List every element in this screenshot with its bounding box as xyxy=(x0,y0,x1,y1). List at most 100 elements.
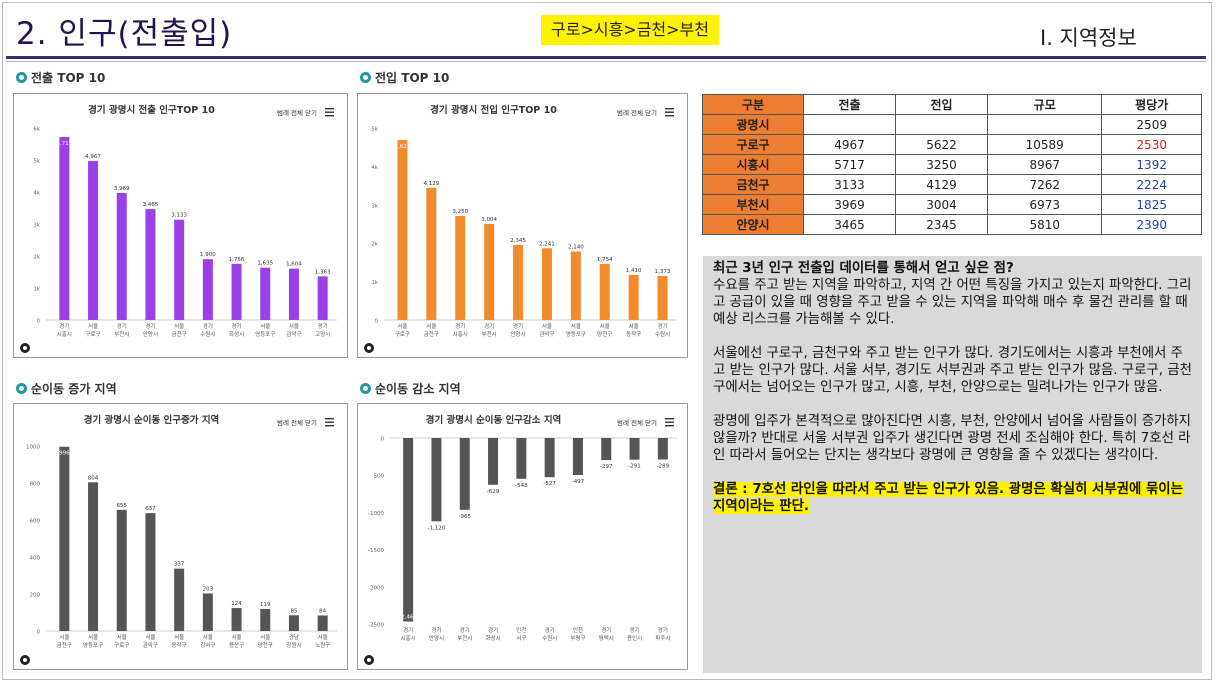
data-label: -1,120 xyxy=(428,525,446,531)
x-tick-label: 경기 xyxy=(117,322,127,330)
table-cell-out xyxy=(802,114,897,135)
chart-title: 경기 광명시 순이동 인구감소 지역 xyxy=(426,414,562,426)
section-label-inflow: 전입 TOP 10 xyxy=(360,69,449,86)
table-row: 구로구 4967 5622 10589 2530 xyxy=(702,134,1202,155)
y-tick-label: 2k xyxy=(33,255,40,261)
y-tick-label: 4k xyxy=(33,191,40,197)
y-tick-label: 800 xyxy=(30,482,41,488)
table-cell-in: 4129 xyxy=(895,174,989,195)
data-label: -629 xyxy=(487,489,500,495)
x-tick-label: 경기 xyxy=(455,322,465,330)
legend-toggle-button[interactable]: 범례 전체 닫기 xyxy=(277,108,317,117)
legend-toggle-button[interactable]: 범례 전체 닫기 xyxy=(277,418,317,427)
data-label: -2,467 xyxy=(399,615,417,621)
bar xyxy=(116,192,127,320)
y-tick-label: 200 xyxy=(30,593,41,599)
data-label: 85 xyxy=(290,608,297,614)
data-label: 1,635 xyxy=(257,261,273,267)
table-cell-size xyxy=(987,114,1103,135)
table-cell-out: 3133 xyxy=(802,174,897,195)
x-tick-label: 서울 xyxy=(542,322,552,330)
table-cell-name: 안양시 xyxy=(702,214,804,235)
y-tick-label: -2500 xyxy=(368,623,384,629)
data-label: -291 xyxy=(628,464,640,470)
x-tick-label: 서울 xyxy=(318,633,328,641)
table-cell-price: 2390 xyxy=(1101,214,1202,235)
x-tick-label: 안양시 xyxy=(510,330,525,338)
table-cell-in xyxy=(895,114,989,135)
data-label: -965 xyxy=(459,514,472,520)
table-cell-size: 8967 xyxy=(987,154,1103,175)
section-label-text: 전입 TOP 10 xyxy=(375,71,450,85)
bar xyxy=(601,438,612,461)
legend-toggle-button[interactable]: 범례 전체 닫기 xyxy=(617,108,657,117)
y-tick-label: 5k xyxy=(33,159,40,165)
y-tick-label: -500 xyxy=(372,474,385,480)
home-icon xyxy=(16,72,27,83)
legend-toggle-button[interactable]: 범례 전체 닫기 xyxy=(617,418,657,427)
chart-outflow-top10: 경기 광명시 전출 인구TOP 10 범례 전체 닫기 0 1k 2k 3k 4k 5k 6k 5… xyxy=(13,93,348,358)
data-label: 337 xyxy=(174,562,185,568)
menu-icon[interactable] xyxy=(665,418,674,427)
data-label: 1,373 xyxy=(655,269,671,275)
x-tick-label: 인천 xyxy=(573,626,583,634)
x-tick-label: 수원시 xyxy=(200,330,215,338)
x-tick-label: 경기 xyxy=(513,322,523,330)
table-cell-in: 5622 xyxy=(895,134,989,155)
y-tick-label: 400 xyxy=(30,556,41,562)
data-label: 1,410 xyxy=(626,268,642,274)
x-tick-label: 서구 xyxy=(516,634,526,642)
y-tick-label: 1k xyxy=(33,287,40,293)
menu-icon[interactable] xyxy=(325,108,334,117)
x-tick-label: 동작구 xyxy=(626,331,641,338)
y-tick-label: 0 xyxy=(381,437,385,443)
y-tick-label: -1500 xyxy=(368,548,384,554)
table-row: 부천시 3969 3004 6973 1825 xyxy=(702,194,1202,215)
x-tick-label: 부천시 xyxy=(482,330,497,338)
bar xyxy=(544,438,555,478)
data-label: -297 xyxy=(600,464,613,470)
chart-title: 경기 광명시 전출 인구TOP 10 xyxy=(88,104,215,116)
bar xyxy=(288,268,299,320)
notes-question: 최근 3년 인구 전출입 데이터를 통해서 얻고 싶은 점? xyxy=(713,261,1014,276)
bar xyxy=(657,438,668,460)
x-tick-label: 경기 xyxy=(545,626,555,634)
x-tick-label: 서울 xyxy=(397,322,407,330)
breadcrumb: 구로>시흥>금천>부천 xyxy=(541,15,719,45)
menu-icon[interactable] xyxy=(325,418,334,427)
x-tick-label: 서울 xyxy=(117,633,127,641)
x-tick-label: 관악구 xyxy=(286,330,301,338)
bar xyxy=(231,263,242,320)
data-label: 119 xyxy=(260,602,271,608)
logo-icon-inner xyxy=(367,346,371,350)
data-label: 1,754 xyxy=(597,257,613,263)
table-cell-name: 시흥시 xyxy=(702,154,804,175)
table-cell-name: 금천구 xyxy=(702,174,804,195)
x-tick-label: 서울 xyxy=(203,633,213,641)
x-tick-label: 서울 xyxy=(59,633,69,641)
x-tick-label: 구로구 xyxy=(85,331,100,338)
y-tick-label: 6k xyxy=(33,127,40,133)
table-cell-in: 2345 xyxy=(895,214,989,235)
section-label-text: 전출 TOP 10 xyxy=(31,71,106,85)
bar xyxy=(202,259,213,320)
y-tick-label: 4k xyxy=(371,165,378,171)
x-tick-label: 수원시 xyxy=(655,330,670,338)
x-tick-label: 서울 xyxy=(145,633,155,641)
x-tick-label: 부천시 xyxy=(114,330,129,338)
logo-icon-inner xyxy=(23,658,27,662)
x-tick-label: 고양시 xyxy=(315,330,330,338)
x-tick-label: 안양시 xyxy=(143,330,158,338)
y-tick-label: 0 xyxy=(37,630,41,636)
data-label: 3,133 xyxy=(171,213,187,219)
x-tick-label: 경기 xyxy=(145,322,155,330)
data-label: -289 xyxy=(657,464,670,470)
x-tick-label: 서울 xyxy=(289,322,299,330)
chart-svg: 경기 광명시 전출 인구TOP 10 범례 전체 닫기 0 1k 2k 3k 4k 5k 6k 5… xyxy=(20,104,337,353)
table-header: 전출 xyxy=(802,94,897,115)
menu-icon[interactable] xyxy=(665,108,674,117)
bar xyxy=(541,248,552,320)
x-tick-label: 구로구 xyxy=(114,642,129,649)
x-tick-label: 관악구 xyxy=(539,330,554,338)
bar xyxy=(628,274,639,320)
